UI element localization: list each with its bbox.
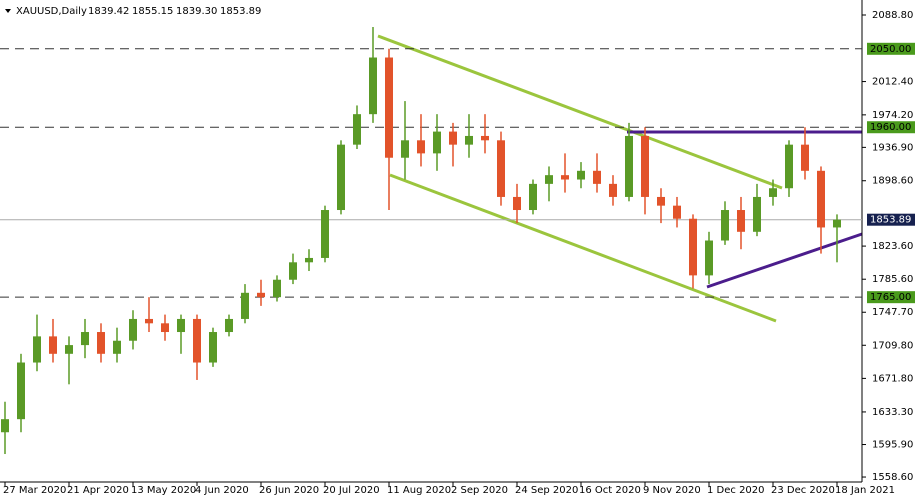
candle-body (417, 140, 425, 154)
last-price-box (867, 213, 915, 226)
x-tick-label: 1 Dec 2020 (707, 485, 765, 496)
menu-arrow (5, 9, 11, 13)
x-tick-label: 18 Jan 2021 (835, 485, 895, 496)
x-tick-label: 24 Sep 2020 (515, 485, 578, 496)
candle-body (385, 57, 393, 158)
candle-body (97, 332, 105, 354)
candle-body (273, 279, 281, 298)
y-tick-label: 1785.60 (872, 274, 913, 285)
candle-body (465, 135, 473, 145)
candle-body (577, 170, 585, 180)
candle-body (369, 57, 377, 115)
y-tick-label: 1974.20 (872, 110, 913, 121)
candle-body (625, 135, 633, 197)
level-label: 1960.00 (870, 122, 911, 133)
header-value: 1839.30 (176, 6, 217, 17)
level-label: 2050.00 (870, 44, 911, 55)
candle-body (33, 336, 41, 363)
candle-body (257, 292, 265, 298)
candle-body (289, 262, 297, 280)
level-label: 1765.00 (870, 292, 911, 303)
y-tick-label: 1898.60 (872, 176, 913, 187)
y-tick-label: 1936.90 (872, 142, 913, 153)
x-tick-label: 4 Jun 2020 (195, 485, 249, 496)
y-tick-label: 1823.60 (872, 241, 913, 252)
level-label-box (867, 291, 915, 304)
candle-body (657, 196, 665, 206)
candle-body (17, 362, 25, 420)
candle-body (353, 114, 361, 145)
y-tick-label: 1633.30 (872, 407, 913, 418)
candle-body (225, 318, 233, 333)
candle-body (497, 140, 505, 197)
candle-body (81, 332, 89, 346)
candle-body (209, 332, 217, 363)
candle-body (449, 131, 457, 145)
candle-body (177, 318, 185, 333)
x-tick-label: 2 Sep 2020 (451, 485, 508, 496)
candle-body (737, 210, 745, 232)
y-tick-label: 1671.80 (872, 373, 913, 384)
channel-line (377, 34, 783, 190)
header-value: 1839.42 (88, 6, 129, 17)
candle-body (641, 135, 649, 197)
candle-body (833, 219, 841, 228)
support-line (706, 232, 863, 289)
candle-body (65, 345, 73, 354)
y-tick-label: 2088.80 (872, 10, 913, 21)
x-tick-label: 11 Aug 2020 (387, 485, 451, 496)
candle-body (609, 183, 617, 197)
x-tick-label: 16 Oct 2020 (579, 485, 641, 496)
candle-body (673, 205, 681, 219)
candle-body (689, 218, 697, 276)
candle-body (241, 292, 249, 319)
candle-body (321, 210, 329, 258)
candle-body (401, 140, 409, 158)
candle-body (593, 170, 601, 184)
level-label-box (867, 121, 915, 134)
y-tick-label: 1595.90 (872, 440, 913, 451)
y-tick-label: 1558.60 (872, 472, 913, 483)
channel-line (389, 173, 777, 323)
candle-body (49, 336, 57, 354)
candle-body (1, 419, 9, 433)
x-tick-label: 26 Jun 2020 (259, 485, 319, 496)
candle-body (801, 144, 809, 171)
x-tick-label: 21 Apr 2020 (67, 485, 129, 496)
last-price-label: 1853.89 (870, 215, 911, 226)
candle-body (529, 183, 537, 211)
candle-body (785, 144, 793, 189)
candle-body (753, 196, 761, 232)
candle-body (721, 210, 729, 241)
candle-body (337, 144, 345, 211)
x-tick-label: 13 May 2020 (131, 485, 196, 496)
candle-body (145, 318, 153, 324)
x-tick-label: 9 Nov 2020 (643, 485, 701, 496)
candle-body (161, 323, 169, 333)
y-tick-label: 2012.40 (872, 77, 913, 88)
y-tick-label: 1747.70 (872, 307, 913, 318)
candle-body (817, 170, 825, 228)
level-label-box (867, 42, 915, 55)
x-tick-label: 23 Dec 2020 (771, 485, 835, 496)
candle-body (481, 135, 489, 141)
candle-body (113, 340, 121, 354)
candle-body (561, 175, 569, 180)
x-tick-label: 27 Mar 2020 (3, 485, 66, 496)
x-tick-label: 20 Jul 2020 (323, 485, 380, 496)
candle-body (513, 196, 521, 211)
candle-body (129, 318, 137, 341)
candle-body (193, 318, 201, 363)
candle-body (705, 240, 713, 276)
chart-title: XAUUSD,Daily (16, 6, 87, 17)
header-value: 1853.89 (220, 6, 261, 17)
candle-body (545, 175, 553, 184)
candle-body (305, 257, 313, 263)
header-value: 1855.15 (132, 6, 173, 17)
candle-body (769, 188, 777, 197)
candle-body (433, 131, 441, 154)
y-tick-label: 1709.80 (872, 340, 913, 351)
